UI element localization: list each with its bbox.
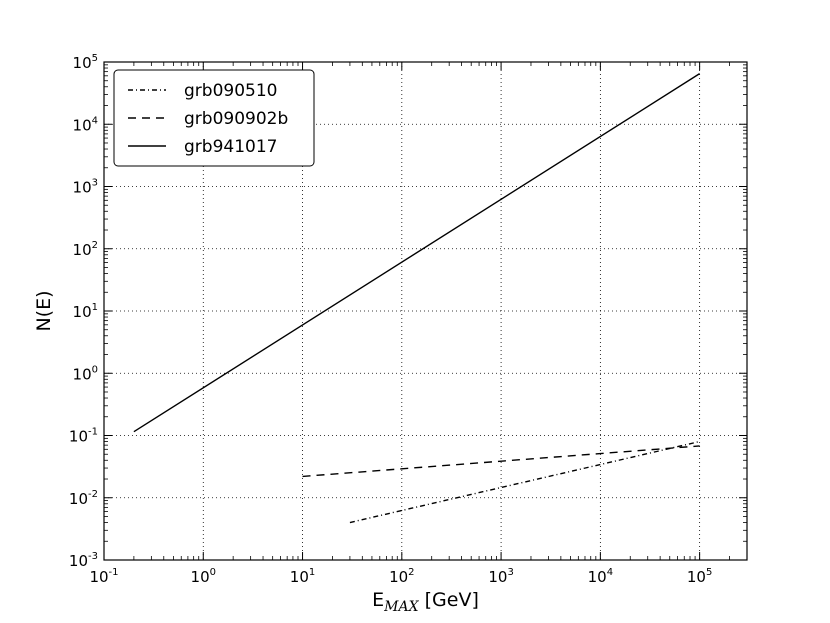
x-tick-label: 100	[191, 567, 216, 586]
y-tick-label: 105	[73, 53, 98, 72]
y-tick-label: 100	[73, 364, 98, 383]
y-tick-label: 101	[73, 302, 98, 321]
y-tick-label: 10-2	[69, 489, 98, 508]
tick-labels: 10-1 100 101 102 103 104 105 10-3 10-2 10-1 100 101…	[69, 53, 712, 586]
x-axis-label-sub: MAX	[383, 599, 419, 615]
legend-label: grb090902b	[184, 109, 288, 129]
y-tick-label: 104	[73, 115, 98, 134]
legend: grb090510 grb090902b grb941017	[113, 69, 315, 167]
x-axis-label: EMAX [GeV]	[372, 589, 479, 615]
legend-label: grb941017	[184, 137, 277, 157]
x-tick-label: 104	[588, 567, 613, 586]
legend-box	[113, 69, 315, 167]
y-tick-label: 103	[73, 178, 98, 197]
grid-lines	[104, 62, 747, 560]
x-tick-label: 103	[488, 567, 513, 586]
y-tick-label: 10-3	[69, 551, 98, 570]
axis-ticks	[103, 61, 747, 561]
legend-label: grb090510	[184, 81, 277, 101]
y-tick-label: 102	[73, 240, 98, 259]
series-line-grb941017	[133, 73, 701, 433]
x-tick-label: 10-1	[89, 567, 118, 586]
series-line-grb090510	[349, 440, 700, 524]
x-tick-label: 102	[389, 567, 414, 586]
y-axis-label: N(E)	[33, 290, 55, 331]
x-tick-label: 105	[687, 567, 712, 586]
y-tick-label: 10-1	[69, 427, 98, 446]
x-axis-label-unit: [GeV]	[419, 589, 479, 611]
series-line-grb090902b	[302, 445, 700, 478]
x-tick-label: 101	[290, 567, 315, 586]
series-lines	[133, 73, 701, 524]
x-axis-label-main: E	[372, 589, 384, 611]
